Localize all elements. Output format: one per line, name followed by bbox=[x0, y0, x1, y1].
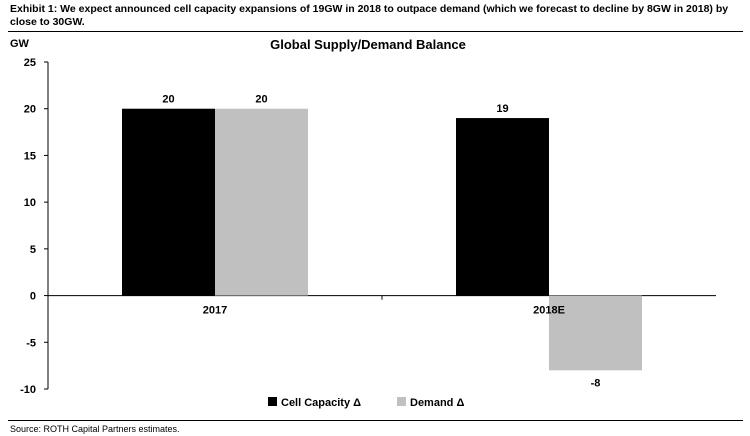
bar-2017-0 bbox=[122, 108, 215, 296]
chart-title: Global Supply/Demand Balance bbox=[270, 37, 466, 52]
y-tick-label: 25 bbox=[24, 57, 36, 69]
legend-label: Cell Capacity Δ bbox=[281, 397, 361, 409]
bar-2017-1 bbox=[215, 108, 308, 296]
bar-2018E-0 bbox=[456, 118, 549, 296]
exhibit-title: Exhibit 1: We expect announced cell capa… bbox=[10, 3, 729, 28]
y-tick-label: 5 bbox=[30, 244, 36, 256]
data-label: -8 bbox=[591, 377, 601, 389]
legend-label: Demand Δ bbox=[410, 397, 464, 409]
x-tick-label: 2017 bbox=[203, 305, 227, 317]
data-label: 20 bbox=[162, 94, 174, 106]
y-tick-label: -10 bbox=[20, 384, 36, 396]
y-tick-label: -5 bbox=[26, 337, 36, 349]
y-tick-label: 10 bbox=[24, 197, 36, 209]
legend-swatch bbox=[268, 397, 277, 406]
bar-2018E-1 bbox=[549, 295, 642, 371]
y-tick-label: 20 bbox=[24, 104, 36, 116]
source-note: Source: ROTH Capital Partners estimates. bbox=[10, 424, 180, 434]
source-divider bbox=[8, 420, 743, 421]
y-tick-label: 0 bbox=[30, 291, 36, 303]
y-tick-label: 15 bbox=[24, 150, 36, 162]
legend-swatch bbox=[397, 397, 406, 406]
data-label: 20 bbox=[255, 94, 267, 106]
exhibit-divider bbox=[8, 31, 743, 32]
x-tick-label: 2018E bbox=[533, 305, 565, 317]
data-label: 19 bbox=[496, 103, 508, 115]
y-axis-unit-label: GW bbox=[10, 38, 30, 50]
